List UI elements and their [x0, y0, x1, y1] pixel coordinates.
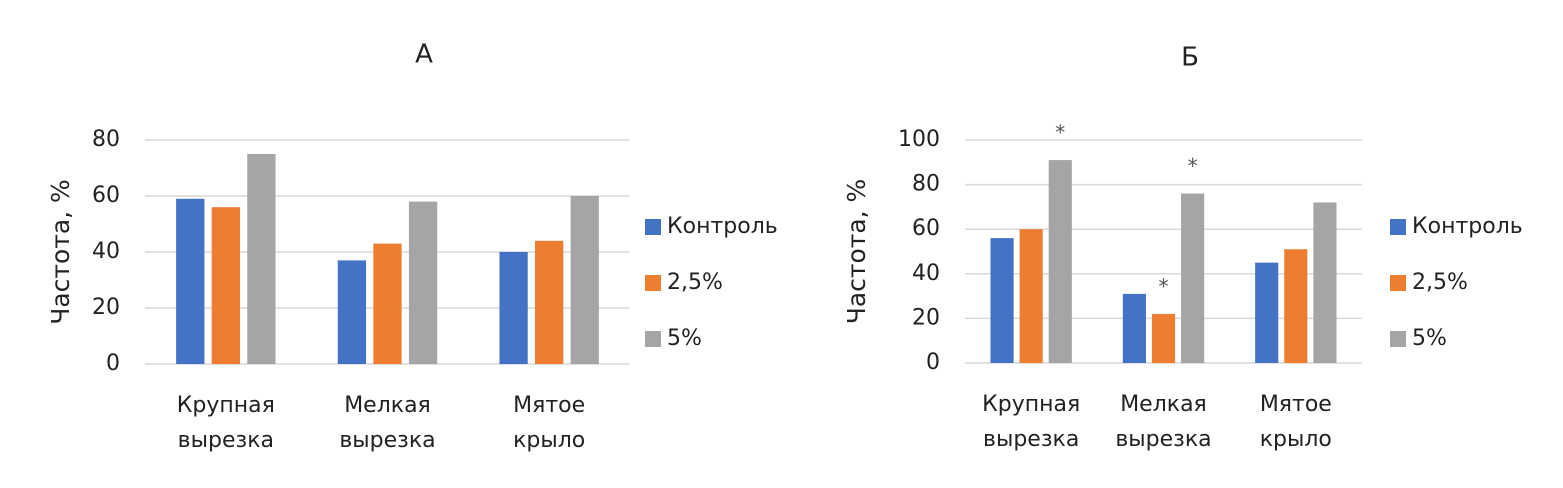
bar [570, 196, 599, 364]
legend-swatch [1390, 275, 1406, 291]
y-axis-label: Частота, % [842, 179, 871, 325]
y-tick-label: 0 [926, 350, 940, 375]
bar [211, 207, 240, 364]
legend-swatch [1390, 331, 1406, 347]
bar [247, 154, 276, 364]
bar [1048, 160, 1072, 363]
bar [499, 252, 528, 364]
legend-label: 5% [667, 326, 702, 351]
bar [1313, 202, 1337, 363]
y-tick-label: 40 [912, 261, 940, 286]
x-tick-label: вырезка [983, 427, 1079, 452]
y-tick-label: 20 [912, 305, 940, 330]
x-tick-label: Мятое [1260, 392, 1332, 417]
bar [990, 238, 1014, 363]
x-tick-label: вырезка [1115, 427, 1211, 452]
bar [1151, 313, 1176, 363]
bar [1181, 193, 1205, 363]
chart-title: А [415, 40, 433, 70]
bar [535, 240, 564, 364]
legend-swatch [645, 331, 661, 347]
legend-label: Контроль [1412, 214, 1523, 239]
bar [1255, 262, 1279, 363]
bar [373, 243, 402, 364]
x-tick-label: вырезка [178, 428, 274, 453]
significance-mark: * [1159, 274, 1169, 298]
legend-swatch [645, 275, 661, 291]
legend-label: 2,5% [667, 270, 723, 295]
bar [176, 198, 205, 364]
significance-mark: * [1055, 121, 1065, 145]
y-tick-label: 20 [92, 295, 120, 320]
legend-label: Контроль [667, 214, 778, 239]
legend-swatch [645, 219, 661, 235]
significance-mark: * [1188, 154, 1198, 178]
y-tick-label: 60 [912, 216, 940, 241]
bar [1122, 293, 1146, 363]
bar [1284, 249, 1308, 363]
y-tick-label: 80 [912, 172, 940, 197]
y-axis-label: Частота, % [46, 179, 75, 325]
legend-label: 5% [1412, 326, 1447, 351]
x-tick-label: Мелкая [1120, 392, 1207, 417]
y-tick-label: 0 [106, 351, 120, 376]
x-tick-label: Крупная [177, 393, 275, 418]
bar [337, 260, 367, 364]
y-tick-label: 60 [92, 183, 120, 208]
chart-title: Б [1181, 43, 1199, 73]
y-tick-label: 40 [92, 239, 120, 264]
x-tick-label: Крупная [982, 392, 1080, 417]
bar [1019, 229, 1043, 363]
legend-label: 2,5% [1412, 270, 1468, 295]
x-tick-label: крыло [513, 428, 585, 453]
legend-swatch [1390, 219, 1406, 235]
y-tick-label: 100 [898, 127, 940, 152]
x-tick-label: крыло [1260, 427, 1332, 452]
bar [408, 201, 438, 364]
x-tick-label: вырезка [339, 428, 435, 453]
x-tick-label: Мелкая [344, 393, 431, 418]
y-tick-label: 80 [92, 127, 120, 152]
x-tick-label: Мятое [513, 393, 585, 418]
